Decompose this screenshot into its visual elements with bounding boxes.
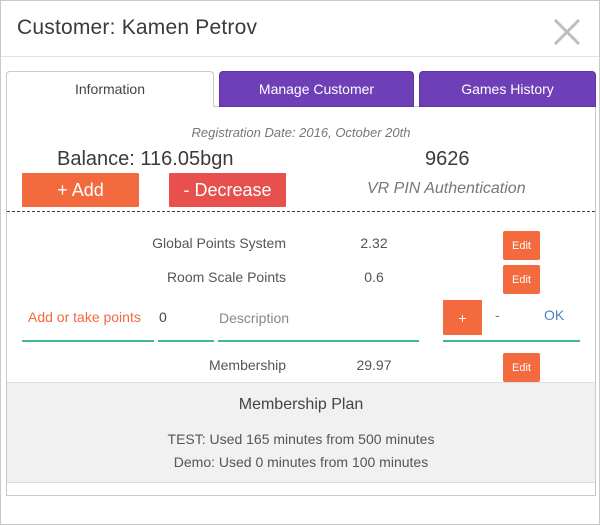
add-balance-button[interactable]: + Add (22, 173, 139, 207)
points-amount-input[interactable]: 0 (158, 304, 214, 342)
membership-plan-line: Demo: Used 0 minutes from 100 minutes (173, 454, 429, 470)
take-points-link[interactable]: - (495, 307, 500, 323)
tab-games-history[interactable]: Games History (419, 71, 596, 107)
decrease-balance-button[interactable]: - Decrease (169, 173, 286, 207)
vr-pin-label: VR PIN Authentication (367, 180, 526, 197)
add-points-button[interactable]: + (443, 300, 482, 335)
close-icon (553, 18, 581, 46)
points-description-input[interactable]: Description (218, 304, 419, 342)
membership-plan-title: Membership Plan (238, 396, 364, 413)
close-button[interactable] (552, 17, 582, 47)
membership-value: 29.97 (356, 357, 392, 373)
edit-membership-button[interactable]: Edit (503, 353, 540, 382)
dialog-header: Customer: Kamen Petrov (1, 1, 599, 57)
tab-information[interactable]: Information (6, 71, 214, 107)
edit-global-points-button[interactable]: Edit (503, 231, 540, 260)
confirm-points-link[interactable]: OK (544, 307, 565, 323)
room-scale-points-label: Room Scale Points (166, 269, 286, 285)
points-input-label: Add or take points (22, 304, 154, 342)
points-actions-underline (443, 340, 580, 342)
global-points-value: 2.32 (360, 235, 388, 251)
global-points-label: Global Points System (152, 235, 286, 251)
membership-label: Membership (208, 357, 286, 373)
registration-date: Registration Date: 2016, October 20th (191, 125, 411, 140)
balance-text: Balance: 116.05bgn (57, 148, 234, 170)
vr-pin-number: 9626 (425, 148, 470, 170)
dialog-title: Customer: Kamen Petrov (17, 16, 258, 39)
membership-plan-box (7, 382, 595, 483)
room-scale-points-value: 0.6 (364, 269, 384, 285)
tab-manage-customer[interactable]: Manage Customer (219, 71, 414, 107)
membership-plan-line: TEST: Used 165 minutes from 500 minutes (167, 431, 435, 447)
edit-room-scale-points-button[interactable]: Edit (503, 265, 540, 294)
dashed-divider (7, 211, 595, 212)
